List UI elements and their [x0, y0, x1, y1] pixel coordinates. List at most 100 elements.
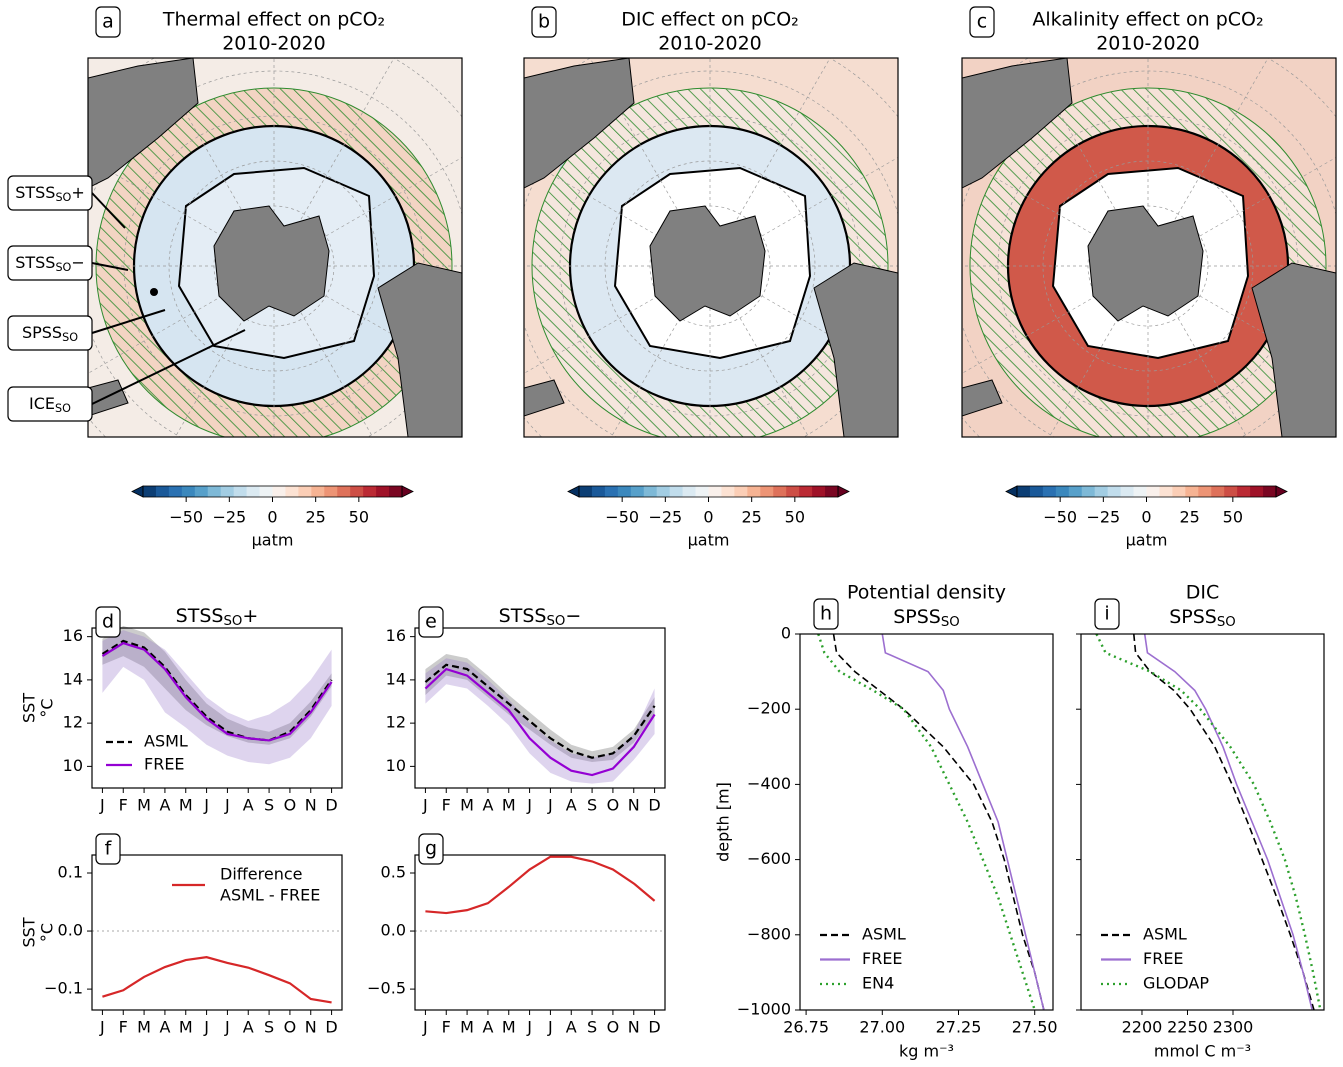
- x-tick-label: A: [566, 1018, 577, 1037]
- colorbar-tick-label: −50: [1043, 508, 1077, 527]
- series-line: [425, 855, 656, 915]
- colorbar-segment: [207, 486, 222, 497]
- panel-label-box: [1094, 598, 1120, 630]
- legend-label: GLODAP: [1143, 974, 1209, 993]
- series-line: [102, 956, 332, 1004]
- antarctica: [649, 205, 766, 322]
- y-tick-label: −0.5: [367, 979, 406, 998]
- x-tick-label: D: [325, 796, 337, 815]
- colorbar-tick-label: 0: [267, 508, 277, 527]
- y-tick-label: 16: [386, 626, 406, 645]
- colorbar-segment: [643, 486, 658, 497]
- colorbar-segment: [168, 486, 183, 497]
- colorbar-segment: [272, 486, 286, 497]
- y-tick-label: −400: [747, 774, 791, 793]
- legend-label: FREE: [1143, 949, 1184, 968]
- axes-frame: [799, 633, 1054, 1011]
- panel-label-box: [531, 6, 557, 38]
- map-title: Thermal effect on pCO₂: [162, 9, 385, 31]
- colorbar-segment: [233, 486, 248, 497]
- map: [88, 58, 462, 437]
- panel-label: f: [105, 838, 113, 860]
- land: [377, 262, 462, 437]
- x-tick-label: A: [243, 1018, 254, 1037]
- x-tick-label: S: [587, 1018, 597, 1037]
- colorbar-segment: [708, 486, 722, 497]
- land: [962, 58, 1073, 189]
- y-tick-label: 0.0: [381, 921, 406, 940]
- map-subtitle: 2010-2020: [222, 33, 326, 55]
- colorbar-segment: [259, 486, 273, 497]
- region-label: SPSSSO: [22, 323, 78, 345]
- x-tick-label: S: [587, 796, 597, 815]
- x-tick-label: 27.00: [859, 1018, 905, 1037]
- profile-line: [1132, 633, 1315, 1011]
- x-tick-label: A: [482, 1018, 493, 1037]
- region-label-box: [7, 315, 93, 351]
- region-label: STSSSO−: [15, 253, 85, 275]
- y-axis-label: °C: [38, 923, 57, 942]
- x-tick-label: J: [526, 1018, 532, 1037]
- map-frame: [961, 57, 1337, 438]
- colorbar-tick-label: −50: [169, 508, 203, 527]
- colorbar-segment: [298, 486, 312, 497]
- x-tick-label: 27.50: [1012, 1018, 1058, 1037]
- colorbar-segment: [734, 486, 748, 497]
- x-tick-label: J: [224, 1018, 230, 1037]
- colorbar-segment: [656, 486, 671, 497]
- map: [524, 58, 898, 437]
- colorbar-tick-label: 25: [1179, 508, 1199, 527]
- colorbar-segment: [1081, 486, 1096, 497]
- colorbar-tick-label: 50: [1223, 508, 1243, 527]
- colorbar-segment: [760, 486, 774, 497]
- x-tick-label: N: [305, 1018, 317, 1037]
- colorbar-segment: [1029, 486, 1044, 497]
- colorbar-segment: [1120, 486, 1135, 497]
- panel-label-box: [95, 833, 121, 865]
- x-tick-label: J: [547, 796, 553, 815]
- colorbar-segment: [1146, 486, 1160, 497]
- y-tick-label: 16: [63, 626, 83, 645]
- colorbar-extend: [567, 485, 580, 498]
- colorbar-segment: [194, 486, 209, 497]
- colorbar-segment: [143, 486, 157, 497]
- x-tick-label: O: [284, 796, 297, 815]
- x-tick-label: J: [99, 1018, 105, 1037]
- profile-line: [832, 633, 1045, 1011]
- x-tick-label: D: [648, 1018, 660, 1037]
- colorbar-segment: [220, 486, 235, 497]
- y-tick-label: −600: [747, 849, 791, 868]
- panel-label: a: [102, 11, 114, 33]
- axes-frame: [414, 854, 666, 1011]
- x-tick-label: 2300: [1213, 1018, 1254, 1037]
- x-tick-label: M: [502, 1018, 516, 1037]
- x-tick-label: D: [648, 796, 660, 815]
- land: [88, 379, 129, 417]
- profile-line: [1095, 633, 1322, 1011]
- chart-subtitle: SPSSSO: [893, 606, 960, 631]
- land: [962, 379, 1003, 417]
- y-tick-label: 12: [386, 713, 406, 732]
- colorbar-segment: [1017, 486, 1031, 497]
- profile-line: [881, 633, 1045, 1011]
- region-label: STSSSO+: [15, 183, 85, 205]
- region-label-sub: SO: [55, 402, 71, 415]
- colorbar-segment: [376, 486, 390, 497]
- colorbar-segment: [1159, 486, 1173, 497]
- x-tick-label: A: [566, 796, 577, 815]
- colorbar-segment: [812, 486, 826, 497]
- x-tick-label: F: [442, 1018, 451, 1037]
- chart-title: DIC: [1186, 582, 1220, 604]
- legend-label: ASML: [1143, 925, 1187, 944]
- panel-label-box: [969, 6, 995, 38]
- axes-frame: [414, 627, 666, 789]
- x-tick-label: J: [203, 1018, 209, 1037]
- colorbar-segment: [695, 486, 709, 497]
- axes-frame: [1080, 633, 1325, 1011]
- uncertainty-band: [102, 630, 332, 765]
- region-label-text: ICE: [29, 394, 55, 413]
- colorbar-segment: [337, 486, 351, 497]
- colorbar-segment: [363, 486, 377, 497]
- y-tick-label: −1000: [737, 1000, 791, 1019]
- x-tick-label: J: [99, 796, 105, 815]
